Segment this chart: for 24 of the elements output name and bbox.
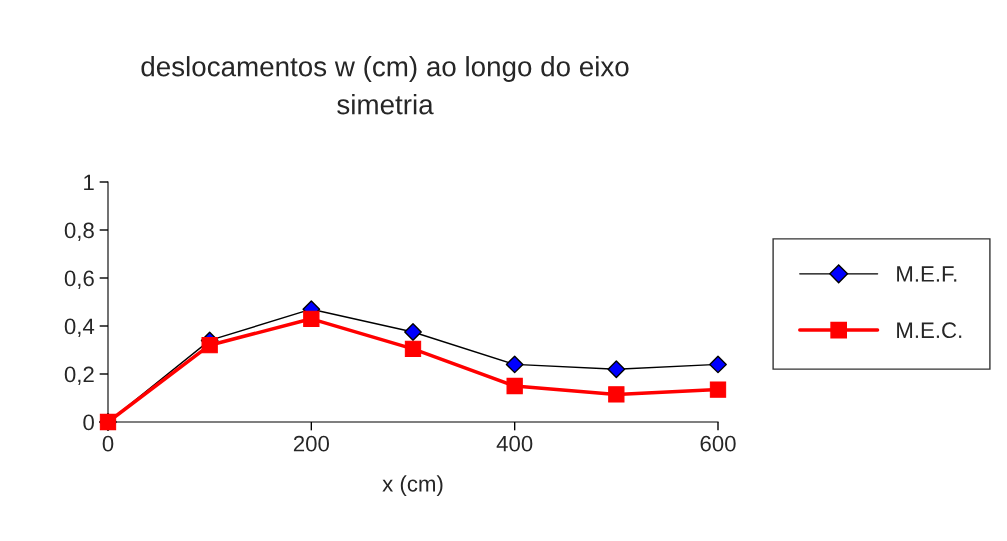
chart-title: deslocamentos w (cm) ao longo do eixo simetria <box>141 56 629 115</box>
point <box>608 386 625 403</box>
x-tick-label: 0 <box>102 435 114 452</box>
y-tick-label: 0,8 <box>64 222 94 241</box>
legend-label: M.E.C. <box>897 322 962 339</box>
x-tick-label: 600 <box>700 435 736 452</box>
point <box>303 310 320 327</box>
x-tick-label: 200 <box>293 435 329 452</box>
point <box>505 355 524 374</box>
x-axis-title: x (cm) <box>382 475 443 497</box>
point <box>404 340 422 357</box>
y-tick-label: 0,2 <box>64 366 94 385</box>
x-tick-label: 400 <box>496 435 533 452</box>
point <box>709 355 727 374</box>
y-tick-label: 0 <box>83 414 94 431</box>
point <box>404 323 422 341</box>
point <box>201 337 218 354</box>
point <box>709 381 727 398</box>
y-tick-label: 0,6 <box>64 270 94 289</box>
point <box>607 360 626 379</box>
point <box>506 377 523 395</box>
y-tick-label: 0,4 <box>64 318 95 337</box>
legend-label: M.E.F. <box>897 266 957 282</box>
y-tick-label: 1 <box>84 174 94 191</box>
